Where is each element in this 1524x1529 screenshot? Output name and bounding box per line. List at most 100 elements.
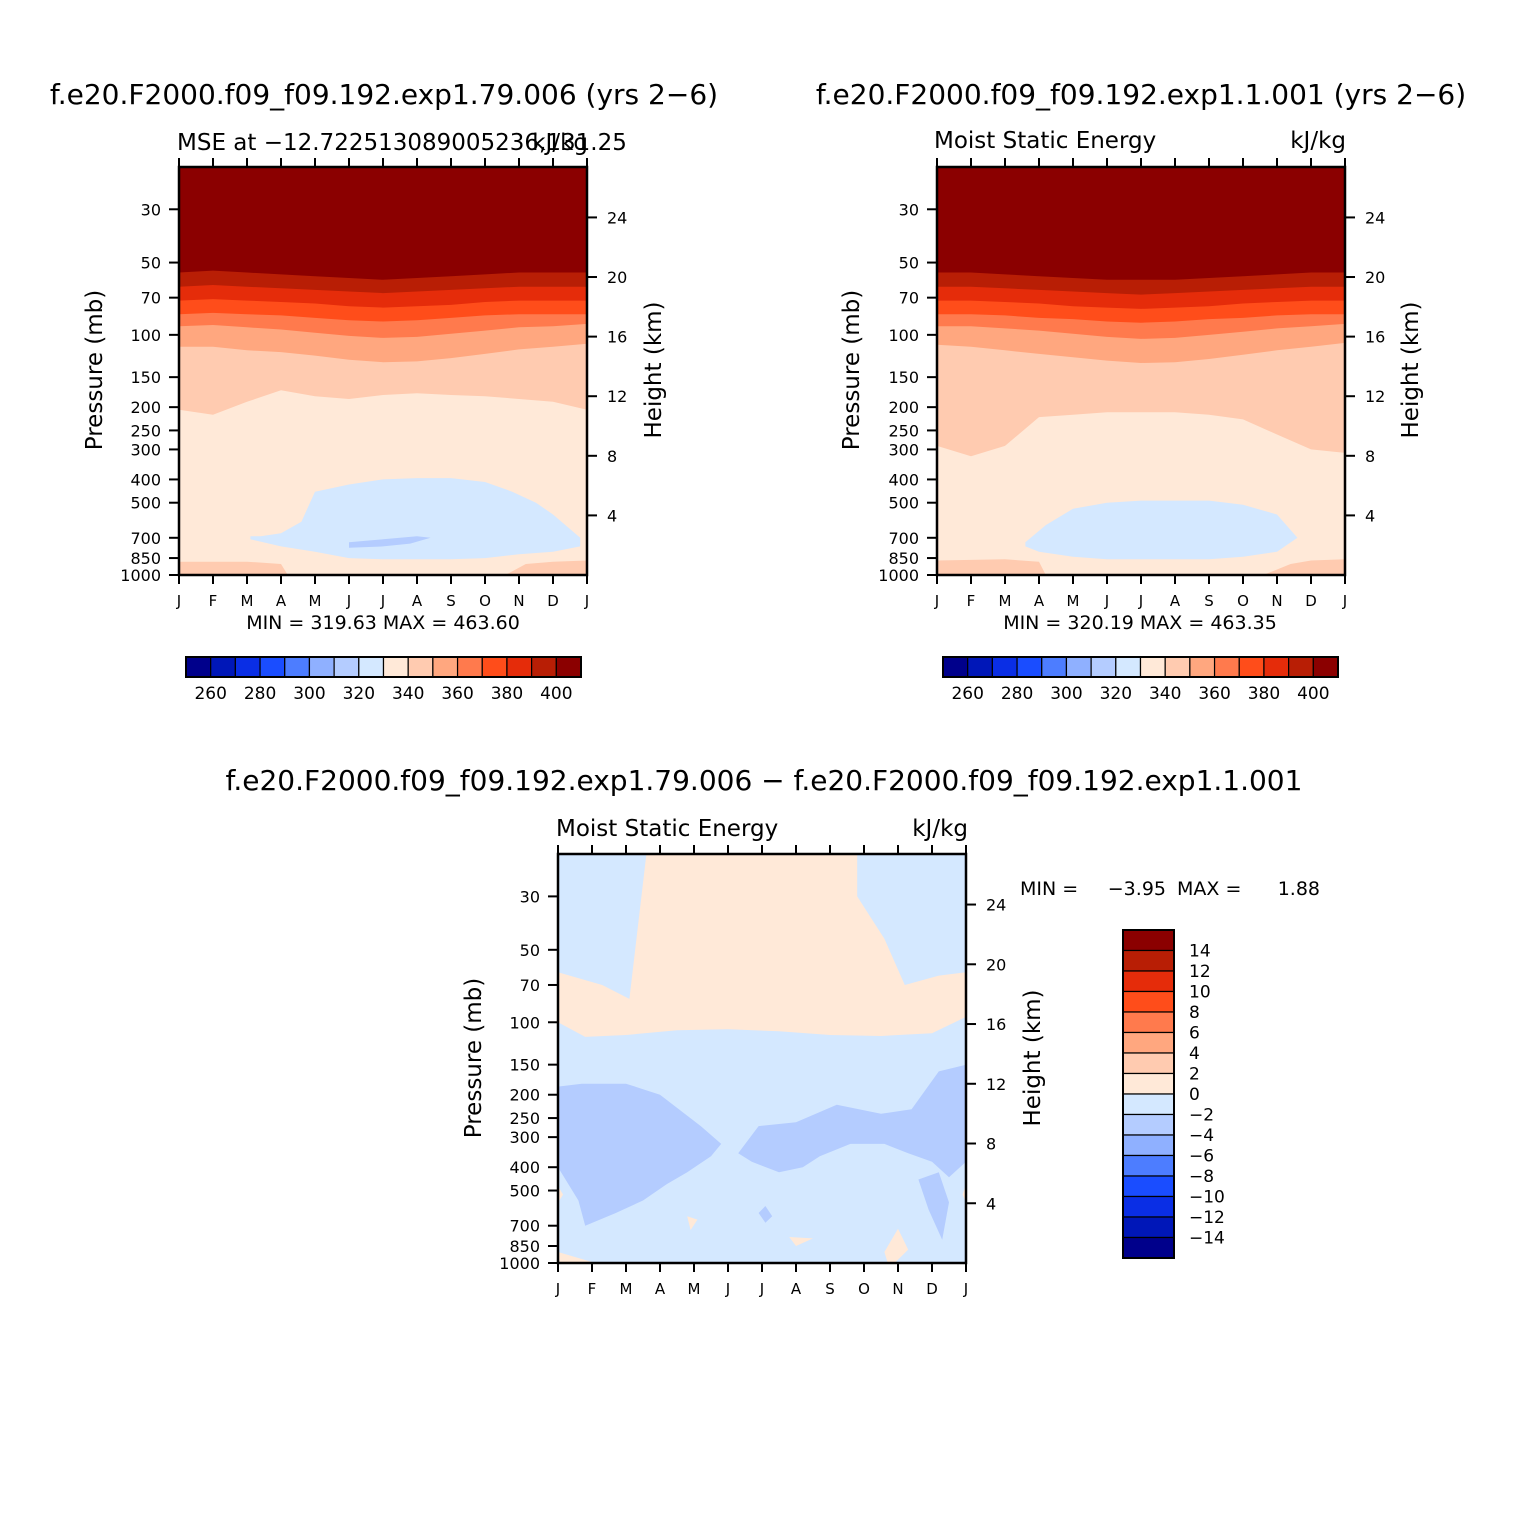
colorbar-cell <box>1288 656 1314 678</box>
colorbar-label: 340 <box>392 684 424 704</box>
colorbar-label: 320 <box>343 684 375 704</box>
colorbar-label: −6 <box>1189 1147 1214 1167</box>
colorbar-cell <box>1164 656 1191 678</box>
band-0-to-2 <box>687 1216 698 1231</box>
colorbar-label: −12 <box>1189 1208 1225 1228</box>
colorbar-cell <box>284 656 311 678</box>
colorbar-cell <box>1065 656 1092 678</box>
y-tick-label: 70 <box>520 976 540 995</box>
y2-tick-label: 20 <box>1365 268 1385 287</box>
colorbar-cell <box>185 656 212 678</box>
x-tick-label: D <box>1305 592 1317 610</box>
x-tick-label: M <box>309 592 322 610</box>
band-neg2-to-neg4 <box>758 1206 773 1223</box>
y-tick-label: 300 <box>888 440 919 459</box>
y-tick-label: 100 <box>888 326 919 345</box>
x-tick-label: J <box>346 592 351 610</box>
colorbar-label: 6 <box>1189 1024 1200 1044</box>
colorbar-label: 260 <box>194 684 226 704</box>
colorbar-cell <box>1189 656 1216 678</box>
colorbar-cell <box>210 656 236 678</box>
colorbar-cell <box>1213 656 1240 678</box>
surface-band <box>1263 559 1345 575</box>
x-tick-label: J <box>963 1280 968 1298</box>
colorbar-label: 360 <box>441 684 473 704</box>
x-tick-label: J <box>934 592 939 610</box>
panel-top-right: f.e20.F2000.f09_f09.192.exp1.1.001 (yrs … <box>816 78 1466 704</box>
y-tick-label: 850 <box>509 1237 540 1256</box>
y-tick-label: 1000 <box>499 1254 540 1273</box>
colorbar-cell <box>1122 1052 1175 1075</box>
contour-fill <box>179 167 587 575</box>
min-max-stats: MIN = 320.19 MAX = 463.35 <box>1003 612 1277 634</box>
y2-axis-label: Height (km) <box>1398 301 1424 438</box>
y2-tick-label: 20 <box>986 955 1006 974</box>
y2-tick-label: 8 <box>607 447 617 466</box>
y-tick-label: 700 <box>509 1217 540 1236</box>
colorbar-cell <box>531 656 557 678</box>
colorbar-cell <box>506 656 533 678</box>
x-tick-label: M <box>1067 592 1080 610</box>
x-tick-label: J <box>1342 592 1347 610</box>
panel-title: f.e20.F2000.f09_f09.192.exp1.79.006 − f.… <box>226 764 1303 797</box>
colorbar-label: −14 <box>1189 1229 1225 1249</box>
colorbar-cell <box>1122 970 1175 993</box>
colorbar-cell <box>1122 1236 1175 1259</box>
y2-tick-label: 4 <box>1365 506 1375 525</box>
panel-units: kJ/kg <box>532 130 588 156</box>
y-tick-label: 250 <box>509 1109 540 1128</box>
panel-subtitle-left: Moist Static Energy <box>556 816 778 842</box>
colorbar-cell <box>407 656 434 678</box>
y-tick-label: 200 <box>888 398 919 417</box>
colorbar-cell <box>1238 656 1265 678</box>
band-320 <box>1025 500 1298 560</box>
panel-top-left: f.e20.F2000.f09_f09.192.exp1.79.006 (yrs… <box>50 78 718 704</box>
y-tick-label: 50 <box>520 941 540 960</box>
y2-tick-label: 8 <box>986 1135 996 1154</box>
y-tick-label: 70 <box>899 289 919 308</box>
x-tick-label: N <box>513 592 524 610</box>
colorbar-label: 300 <box>293 684 325 704</box>
panel-subtitle-left: MSE at −12.722513089005236,131.25 <box>177 130 627 156</box>
colorbar-label: 260 <box>951 684 983 704</box>
y-tick-label: 200 <box>130 398 161 417</box>
y2-tick-label: 12 <box>986 1075 1006 1094</box>
x-tick-label: M <box>241 592 254 610</box>
colorbar-cell <box>1122 1134 1175 1157</box>
colorbar-cell <box>1122 1216 1175 1239</box>
x-tick-label: F <box>588 1280 597 1298</box>
colorbar-cell <box>456 656 483 678</box>
colorbar-label: −10 <box>1189 1188 1225 1208</box>
y-axis-label: Pressure (mb) <box>839 290 865 450</box>
x-tick-label: J <box>176 592 181 610</box>
colorbar-label: 14 <box>1189 942 1211 962</box>
surface-band <box>179 561 288 575</box>
y-tick-label: 700 <box>888 529 919 548</box>
x-tick-label: F <box>967 592 976 610</box>
y-tick-label: 30 <box>899 200 919 219</box>
y2-tick-label: 24 <box>1365 208 1385 227</box>
colorbar-cell <box>1122 929 1175 952</box>
min-label: MIN = <box>1020 878 1078 900</box>
y-axis-label: Pressure (mb) <box>461 978 487 1138</box>
band-0-to-2 <box>558 854 966 1037</box>
colorbar-label: 320 <box>1100 684 1132 704</box>
colorbar-label: 380 <box>491 684 523 704</box>
y-tick-label: 100 <box>509 1013 540 1032</box>
x-tick-label: J <box>725 1280 730 1298</box>
y2-tick-label: 4 <box>986 1194 996 1213</box>
y-tick-label: 850 <box>130 549 161 568</box>
band-0-to-2 <box>558 1252 596 1263</box>
y-tick-label: 50 <box>899 254 919 273</box>
colorbar-label: 400 <box>540 684 572 704</box>
colorbar-cell <box>1139 656 1166 678</box>
colorbar-cell <box>1122 1011 1175 1034</box>
colorbar: 260 280 300 320 340 360 380 400 <box>185 656 582 704</box>
colorbar-cell <box>1312 656 1339 678</box>
y2-tick-label: 4 <box>607 506 617 525</box>
min-value: −3.95 <box>1108 878 1166 900</box>
colorbar-label: 2 <box>1189 1065 1200 1085</box>
x-tick-label: O <box>858 1280 870 1298</box>
